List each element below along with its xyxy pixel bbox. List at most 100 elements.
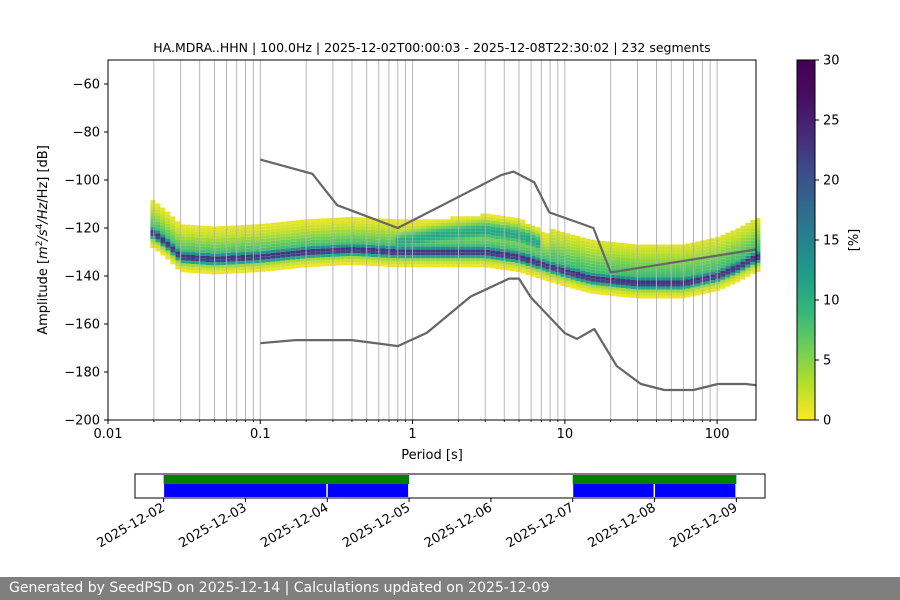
heatmap-cell bbox=[515, 263, 521, 266]
heatmap-cell bbox=[605, 253, 611, 257]
heatmap-cell bbox=[190, 252, 196, 255]
heatmap-cell bbox=[595, 252, 601, 256]
heatmap-cell bbox=[340, 220, 346, 224]
heatmap-cell bbox=[580, 255, 586, 259]
heatmap-cell bbox=[505, 222, 511, 226]
heatmap-cell bbox=[170, 240, 176, 244]
heatmap-cell bbox=[630, 289, 636, 292]
heatmap-cell bbox=[675, 286, 681, 290]
heatmap-cell bbox=[540, 255, 546, 259]
heatmap-cell bbox=[525, 257, 531, 260]
heatmap-cell bbox=[235, 240, 241, 244]
heatmap-cell bbox=[575, 278, 581, 281]
heatmap-cell bbox=[755, 236, 761, 240]
heatmap-cell bbox=[230, 270, 236, 274]
heatmap-cell bbox=[615, 278, 621, 282]
heatmap-cell bbox=[420, 261, 426, 265]
heatmap-cell bbox=[245, 251, 251, 255]
heatmap-cell bbox=[630, 283, 636, 286]
heatmap-cell bbox=[445, 243, 451, 247]
heatmap-cell bbox=[315, 233, 321, 237]
heatmap-cell bbox=[630, 244, 636, 247]
heatmap-cell bbox=[160, 240, 166, 244]
heatmap-cell bbox=[500, 251, 506, 255]
heatmap-cell bbox=[720, 276, 726, 280]
heatmap-cell bbox=[485, 252, 491, 256]
heatmap-cell bbox=[400, 258, 406, 262]
heatmap-cell bbox=[670, 277, 676, 281]
heatmap-cell bbox=[640, 274, 646, 278]
heatmap-cell bbox=[415, 225, 421, 229]
psd-segment-bar bbox=[573, 484, 654, 497]
heatmap-cell bbox=[415, 261, 421, 265]
heatmap-cell bbox=[175, 245, 181, 249]
heatmap-cell bbox=[240, 243, 246, 246]
heatmap-cell bbox=[420, 231, 426, 235]
heatmap-cell bbox=[335, 226, 341, 230]
heatmap-cell bbox=[510, 220, 516, 224]
heatmap-cell bbox=[280, 251, 286, 255]
heatmap-cell bbox=[490, 214, 496, 218]
heatmap-cell bbox=[200, 252, 206, 256]
heatmap-cell bbox=[550, 231, 556, 235]
heatmap-cell bbox=[485, 243, 491, 247]
heatmap-cell bbox=[500, 221, 506, 225]
heatmap-cell bbox=[695, 289, 701, 293]
heatmap-cell bbox=[375, 260, 381, 264]
heatmap-cell bbox=[630, 265, 636, 268]
heatmap-cell bbox=[430, 237, 436, 241]
heatmap-cell bbox=[380, 263, 386, 267]
heatmap-cell bbox=[275, 243, 281, 247]
heatmap-cell bbox=[445, 264, 451, 268]
heatmap-cell bbox=[685, 273, 691, 277]
heatmap-cell bbox=[700, 243, 706, 247]
heatmap-cell bbox=[685, 267, 691, 271]
heatmap-cell bbox=[705, 284, 711, 288]
heatmap-cell bbox=[675, 268, 681, 272]
heatmap-cell bbox=[235, 225, 241, 229]
heatmap-cell bbox=[190, 267, 196, 270]
heatmap-cell bbox=[195, 252, 201, 256]
timeline-bars bbox=[163, 475, 737, 497]
heatmap-cell bbox=[240, 267, 246, 270]
heatmap-cell bbox=[700, 264, 706, 268]
heatmap-cell bbox=[670, 289, 676, 293]
heatmap-cell bbox=[495, 218, 501, 222]
heatmap-cell bbox=[405, 225, 411, 229]
heatmap-cell bbox=[335, 241, 341, 245]
heatmap-cell bbox=[655, 259, 661, 263]
heatmap-cell bbox=[160, 228, 166, 232]
heatmap-cell bbox=[630, 286, 636, 289]
heatmap-cell bbox=[195, 264, 201, 268]
heatmap-cell bbox=[165, 229, 171, 233]
heatmap-cell bbox=[480, 255, 486, 259]
heatmap-cell bbox=[175, 227, 181, 231]
heatmap-cell bbox=[305, 228, 311, 232]
heatmap-cell bbox=[605, 241, 611, 245]
heatmap-cell bbox=[370, 230, 376, 233]
heatmap-cell bbox=[385, 242, 391, 246]
heatmap-cell bbox=[525, 263, 531, 266]
heatmap-cell bbox=[390, 231, 396, 234]
heatmap-cell bbox=[540, 240, 546, 244]
heatmap-cell bbox=[295, 253, 301, 257]
heatmap-cell bbox=[325, 224, 331, 228]
heatmap-cell bbox=[505, 228, 511, 232]
heatmap-cell bbox=[195, 243, 201, 247]
heatmap-cell bbox=[255, 263, 261, 267]
heatmap-cell bbox=[450, 243, 456, 247]
heatmap-cell bbox=[265, 226, 271, 230]
heatmap-cell bbox=[195, 231, 201, 235]
heatmap-cell bbox=[530, 240, 536, 244]
heatmap-cell bbox=[600, 258, 606, 262]
heatmap-cell bbox=[385, 248, 391, 252]
heatmap-cell bbox=[600, 276, 606, 280]
heatmap-cell bbox=[575, 257, 581, 260]
heatmap-cell bbox=[485, 261, 491, 265]
heatmap-cell bbox=[690, 260, 696, 264]
heatmap-cell bbox=[750, 270, 756, 274]
heatmap-cell bbox=[405, 234, 411, 238]
heatmap-cell bbox=[155, 212, 161, 216]
heatmap-cell bbox=[220, 268, 226, 272]
heatmap-cell bbox=[390, 237, 396, 240]
